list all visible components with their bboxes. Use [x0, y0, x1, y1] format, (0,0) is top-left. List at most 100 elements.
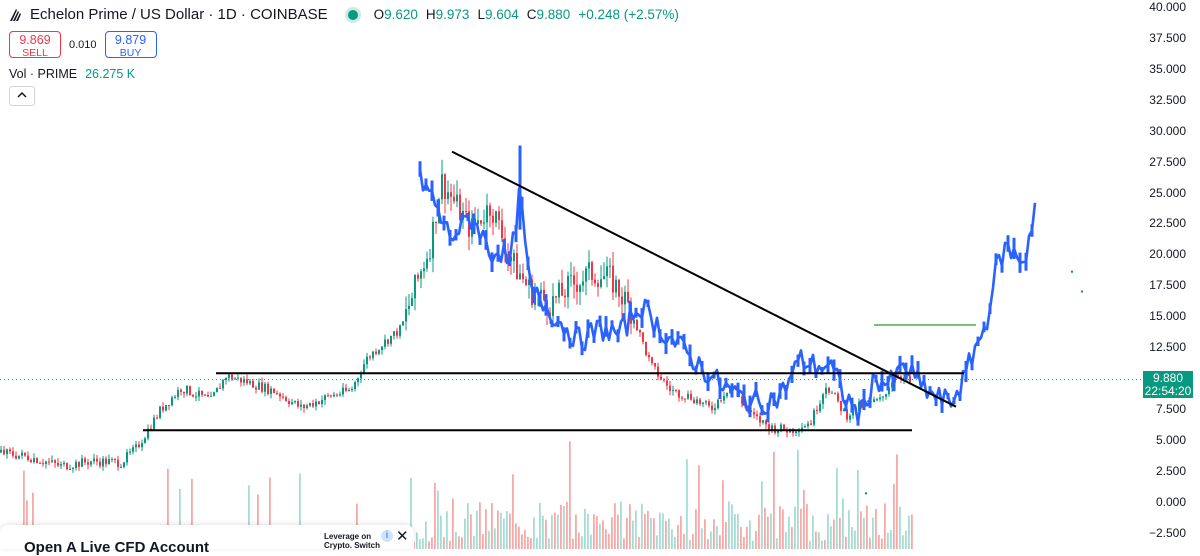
volume-bar — [434, 482, 436, 549]
candle-body — [633, 319, 635, 324]
candle-body — [816, 410, 818, 412]
candle-body — [330, 395, 332, 397]
candle-body — [456, 194, 458, 202]
volume-bar — [593, 514, 595, 549]
candle-body — [648, 355, 650, 358]
chevron-up-icon[interactable] — [9, 86, 35, 106]
volume-bar — [503, 518, 505, 549]
ad-banner[interactable]: Open A Live CFD Account Leverage on Crypt… — [0, 525, 414, 556]
info-icon[interactable]: i — [381, 530, 393, 542]
ad-title[interactable]: Open A Live CFD Account — [24, 539, 210, 556]
buy-button[interactable]: 9.879 BUY — [104, 31, 157, 59]
volume-bar — [299, 473, 301, 549]
sell-button[interactable]: 9.869 SELL — [9, 31, 61, 59]
candle-body — [405, 309, 407, 322]
volume-bar — [626, 517, 628, 549]
candle-body — [897, 375, 899, 377]
volume-bar — [23, 470, 25, 549]
candle-body — [129, 451, 131, 453]
volume-bar — [578, 532, 580, 549]
candle-body — [42, 463, 44, 465]
candle-body — [96, 458, 98, 462]
symbol-title[interactable]: Echelon Prime / US Dollar · 1D · COINBAS… — [30, 6, 328, 23]
volume-bar — [191, 478, 193, 549]
volume-bar — [674, 537, 676, 549]
candle-body — [756, 414, 758, 417]
candle-body — [327, 395, 329, 397]
candle-body — [225, 378, 227, 380]
candle-body — [252, 380, 254, 388]
volume-bar — [428, 541, 430, 549]
candle-body — [492, 215, 494, 223]
candle-body — [372, 351, 374, 358]
candle-body — [651, 357, 653, 364]
volume-bar — [782, 509, 784, 549]
candle-body — [66, 462, 68, 470]
candle-body — [138, 444, 140, 448]
candle-body — [378, 350, 380, 354]
volume-legend[interactable]: Vol · PRIME 26.275 K — [9, 67, 135, 81]
candle-body — [759, 416, 761, 423]
last-price-value: 9.880 — [1152, 371, 1184, 385]
close-icon[interactable]: ✕ — [396, 528, 409, 545]
candle-body — [177, 389, 179, 397]
volume-bar — [602, 520, 604, 549]
volume-bar — [560, 504, 562, 549]
candle-body — [723, 396, 725, 401]
volume-bar — [650, 517, 652, 549]
candle-body — [408, 305, 410, 310]
candle-body — [843, 409, 845, 411]
candle-body — [360, 373, 362, 379]
volume-bar — [899, 506, 901, 549]
candle-body — [693, 399, 695, 404]
candle-body — [528, 279, 530, 286]
candle-body — [567, 275, 569, 298]
candle-body — [6, 449, 8, 455]
candle-body — [228, 374, 230, 379]
volume-bar — [890, 530, 892, 549]
volume-bar — [896, 454, 898, 549]
volume-bar — [518, 526, 520, 549]
exchange-logo-icon — [10, 8, 21, 21]
volume-bar — [575, 514, 577, 549]
candle-body — [675, 390, 677, 392]
y-tick-label: 2.500 — [1155, 464, 1186, 479]
volume-bar — [797, 449, 799, 549]
stray-dot — [864, 492, 868, 495]
volume-bar — [545, 519, 547, 549]
candle-body — [246, 379, 248, 384]
candle-body — [303, 404, 305, 409]
volume-bar — [860, 511, 862, 549]
candle-body — [840, 400, 842, 411]
volume-bar — [719, 535, 721, 549]
candle-body — [681, 397, 683, 399]
volume-bar — [692, 533, 694, 549]
candle-body — [831, 392, 833, 394]
candle-body — [33, 458, 35, 463]
candle-body — [213, 392, 215, 396]
candle-body — [261, 382, 263, 392]
volume-bar — [605, 529, 607, 549]
volume-bar — [803, 489, 805, 549]
volume-bar — [32, 492, 34, 549]
volume-bar — [731, 504, 733, 549]
change-value: +0.248 (+2.57%) — [578, 7, 679, 22]
candle-body — [702, 402, 704, 404]
candle-body — [366, 356, 368, 365]
volume-bar — [845, 536, 847, 549]
candle-body — [807, 423, 809, 427]
volume-bar — [590, 534, 592, 549]
candle-body — [276, 393, 278, 395]
candle-body — [336, 394, 338, 396]
candle-body — [486, 205, 488, 223]
y-tick-label: 17.500 — [1149, 278, 1186, 293]
last-price-badge: 9.880 22:54:20 — [1143, 371, 1193, 398]
candle-body — [51, 460, 53, 462]
candle-body — [126, 452, 128, 463]
candle-body — [669, 385, 671, 391]
candle-body — [90, 461, 92, 465]
candle-body — [144, 438, 146, 444]
volume-bar — [416, 532, 418, 549]
candle-body — [171, 397, 173, 406]
